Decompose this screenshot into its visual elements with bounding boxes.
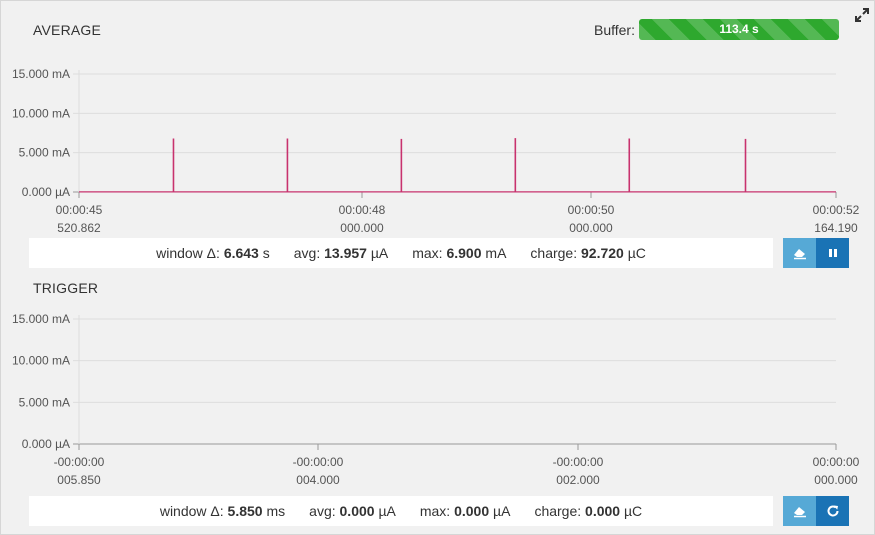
charge-stat: charge: 92.720 µC: [530, 245, 646, 261]
x-tick-sub-label: 005.850: [57, 473, 101, 487]
charge-stat: charge: 0.000 µC: [534, 503, 643, 519]
y-tick-label: 15.000 mA: [12, 312, 70, 326]
average-chart[interactable]: 15.000 mA 10.000 mA 5.000 mA 0.000 µA 00:00:…: [1, 61, 874, 239]
x-tick-time-label: -00:00:00: [553, 455, 604, 469]
x-tick-time-label: 00:00:48: [339, 203, 386, 217]
trigger-chart[interactable]: 15.000 mA 10.000 mA 5.000 mA 0.000 µA -00:00…: [1, 306, 874, 491]
x-tick-time-label: 00:00:50: [568, 203, 615, 217]
y-tick-label: 10.000 mA: [12, 106, 70, 120]
x-tick-sub-label: 520.862: [57, 221, 101, 235]
y-tick-label: 0.000 µA: [22, 437, 70, 451]
x-tick-time-label: 00:00:00: [813, 455, 860, 469]
x-tick-time-label: -00:00:00: [54, 455, 105, 469]
avg-stat: avg: 0.000 µA: [309, 503, 396, 519]
x-tick-time-label: -00:00:00: [293, 455, 344, 469]
eraser-icon: [793, 507, 806, 518]
x-tick-time-label: 00:00:52: [813, 203, 860, 217]
trigger-title: TRIGGER: [33, 280, 99, 296]
x-tick-sub-label: 002.000: [556, 473, 600, 487]
eraser-icon: [793, 249, 806, 260]
refresh-icon: [827, 505, 839, 517]
pause-button[interactable]: [816, 238, 849, 268]
x-tick-sub-label: 000.000: [814, 473, 858, 487]
max-stat: max: 0.000 µA: [419, 503, 511, 519]
refresh-button[interactable]: [816, 496, 849, 526]
x-tick-time-label: 00:00:45: [56, 203, 103, 217]
x-tick-sub-label: 000.000: [569, 221, 613, 235]
y-tick-label: 15.000 mA: [12, 67, 70, 81]
window-delta-stat: window Δ: 5.850 ms: [159, 503, 286, 519]
window-delta-stat: window Δ: 6.643 s: [156, 245, 270, 261]
trigger-stats-bar: window Δ: 5.850 ms avg: 0.000 µA max: 0.…: [29, 496, 773, 526]
avg-stat: avg: 13.957 µA: [293, 245, 389, 261]
y-tick-label: 10.000 mA: [12, 354, 70, 368]
x-tick-sub-label: 004.000: [296, 473, 340, 487]
y-tick-label: 5.000 mA: [19, 146, 70, 160]
buffer-progress-bar: 113.4 s: [639, 19, 839, 40]
max-stat: max: 6.900 mA: [412, 245, 507, 261]
x-tick-sub-label: 164.190: [814, 221, 858, 235]
expand-icon[interactable]: [854, 7, 870, 23]
clear-trigger-button[interactable]: [783, 496, 816, 526]
pause-icon: [828, 249, 837, 257]
average-title: AVERAGE: [33, 22, 102, 38]
y-tick-label: 0.000 µA: [22, 185, 70, 199]
average-stats-bar: window Δ: 6.643 s avg: 13.957 µA max: 6.…: [29, 238, 773, 268]
y-tick-label: 5.000 mA: [19, 395, 70, 409]
buffer-label: Buffer:: [594, 22, 635, 38]
clear-average-button[interactable]: [783, 238, 816, 268]
x-tick-sub-label: 000.000: [340, 221, 384, 235]
